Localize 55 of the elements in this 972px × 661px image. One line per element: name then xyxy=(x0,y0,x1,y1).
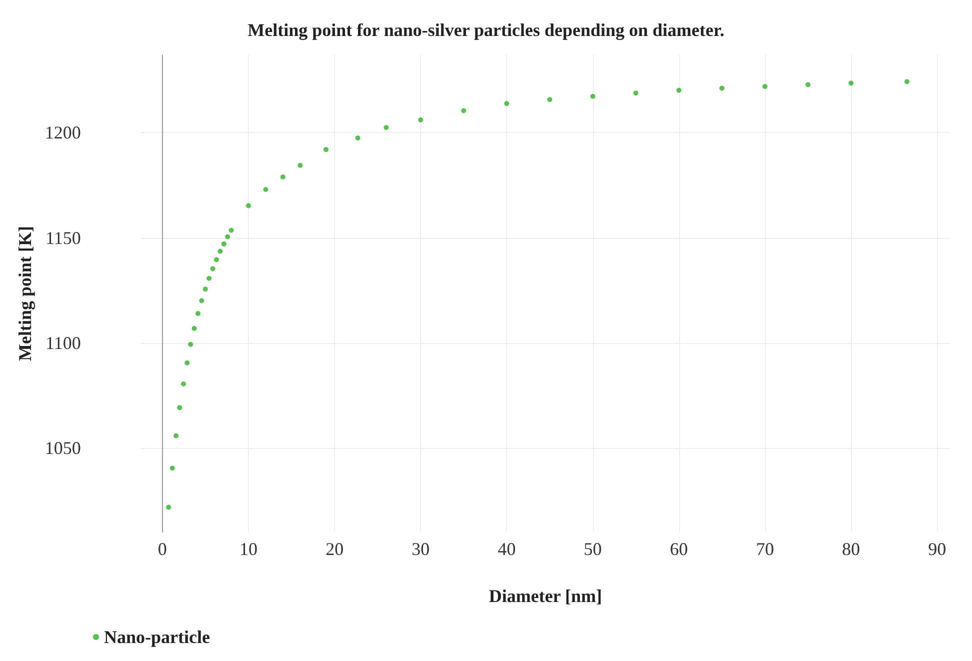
point xyxy=(904,79,910,84)
legend-label: Nano-particle xyxy=(104,627,210,647)
point xyxy=(418,117,424,122)
point xyxy=(280,174,286,180)
x-tick-label: 50 xyxy=(584,539,602,559)
point xyxy=(504,101,510,106)
y-tick-label: 1050 xyxy=(44,438,81,458)
point xyxy=(323,147,328,152)
point xyxy=(174,433,179,438)
x-tick-label: 30 xyxy=(412,539,430,559)
x-tick-label: 60 xyxy=(670,539,688,559)
point xyxy=(202,286,208,292)
y-axis-title: Melting point [K] xyxy=(15,226,35,361)
y-tick-label: 1150 xyxy=(46,228,81,248)
point xyxy=(181,381,186,386)
y-tick-label: 1200 xyxy=(44,122,81,143)
point xyxy=(221,241,226,246)
x-tick-label: 90 xyxy=(928,539,946,559)
point xyxy=(461,108,466,114)
x-tick-label: 0 xyxy=(158,539,167,559)
x-tick-label: 40 xyxy=(498,539,516,559)
point xyxy=(218,248,223,254)
point xyxy=(676,88,682,93)
point xyxy=(199,298,204,304)
point xyxy=(298,162,303,168)
point xyxy=(848,80,854,86)
point xyxy=(195,310,200,316)
point xyxy=(214,257,219,262)
point xyxy=(590,94,596,99)
y-tick-label: 1100 xyxy=(46,332,81,353)
point xyxy=(805,82,810,88)
point xyxy=(762,84,768,90)
point xyxy=(206,276,212,281)
point xyxy=(719,86,724,91)
x-tick-label: 20 xyxy=(326,539,344,559)
point xyxy=(170,466,175,471)
x-tick-label: 80 xyxy=(842,539,860,559)
point xyxy=(633,90,638,96)
point xyxy=(166,504,172,510)
point xyxy=(355,136,360,140)
point xyxy=(225,234,230,240)
point xyxy=(228,228,234,233)
point xyxy=(246,203,251,208)
point xyxy=(184,360,190,366)
chart-title: Melting point for nano-silver particles depending on diameter. xyxy=(248,20,724,40)
x-axis-title: Diameter [nm] xyxy=(488,586,602,606)
point xyxy=(547,97,552,102)
point xyxy=(210,266,216,272)
point xyxy=(192,326,197,331)
x-tick-label: 10 xyxy=(239,539,258,559)
point xyxy=(177,405,182,410)
point xyxy=(263,186,268,192)
point xyxy=(188,342,194,347)
point xyxy=(384,124,389,130)
x-tick-label: 70 xyxy=(756,539,774,559)
